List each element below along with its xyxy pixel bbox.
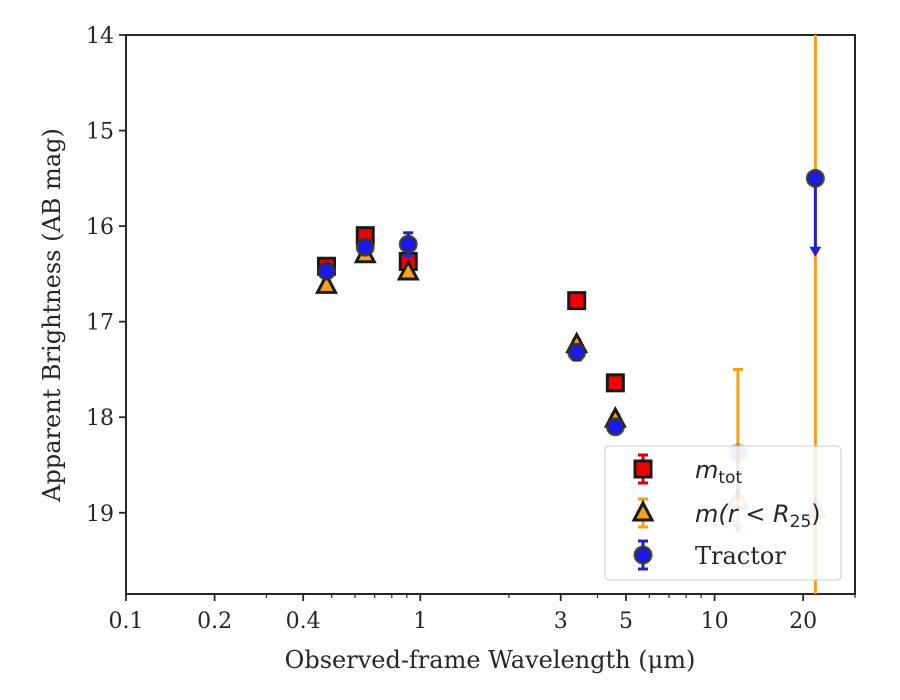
legend-entry-mtot: mtot [633,453,742,488]
y-tick-label: 19 [86,502,114,527]
x-tick-label: 10 [701,609,729,634]
data-point [316,261,336,281]
data-point [567,342,587,362]
x-tick-label: 0.4 [286,609,321,634]
legend-label: mtot [695,456,742,488]
x-tick-label: 0.2 [197,609,232,634]
y-tick-label: 15 [86,120,114,145]
data-point [605,417,625,437]
upper-limit-arrow [809,246,822,257]
x-axis-label: Observed-frame Wavelength (μm) [285,646,696,674]
x-tick-label: 3 [554,609,568,634]
legend-marker [631,499,655,522]
data-point [567,291,587,311]
legend-entry-tractor: Tractor [633,539,786,571]
data-point [355,237,375,257]
legend-label: Tractor [695,542,786,570]
x-tick-label: 5 [619,609,633,634]
y-tick-label: 14 [86,24,114,49]
legend-label: m(r < R25) [695,500,821,532]
y-axis-label: Apparent Brightness (AB mag) [38,128,66,503]
x-tick-label: 1 [413,609,427,634]
data-point [805,168,825,188]
y-tick-label: 17 [86,311,114,336]
y-tick-label: 18 [86,406,114,431]
y-tick-label: 16 [86,215,114,240]
x-tick-label: 20 [789,609,817,634]
data-point [398,234,418,254]
legend-marker [633,459,653,479]
legend: mtot m(r < R25) Tractor [604,445,842,581]
x-tick-label: 0.1 [109,609,144,634]
data-point [396,258,420,281]
legend-marker [633,545,653,565]
legend-box [604,445,842,581]
data-point [605,373,625,393]
y-axis: 14 15 16 17 18 19 [86,24,126,527]
plot-area: 0.1 0.2 0.4 1 3 5 10 20 14 15 16 17 18 19 [86,24,856,634]
data-point [314,272,338,294]
x-axis: 0.1 0.2 0.4 1 3 5 10 20 [109,594,856,634]
legend-entry-mr25: m(r < R25) [631,497,821,532]
